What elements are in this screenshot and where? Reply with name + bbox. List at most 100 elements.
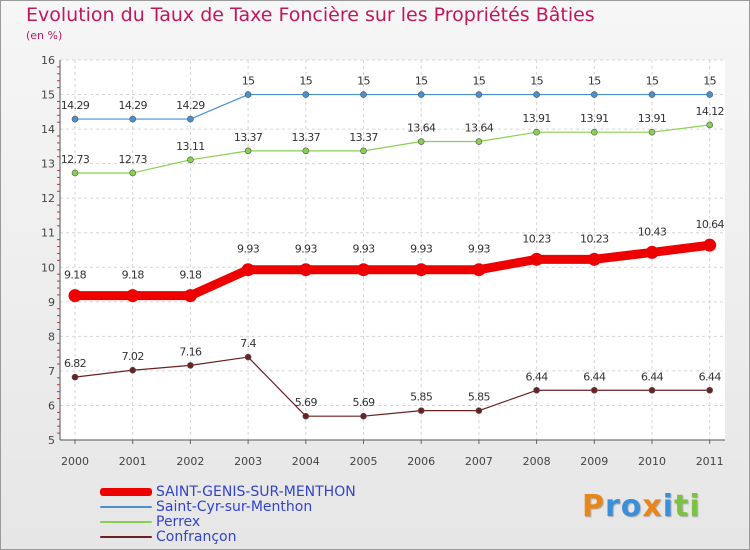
data-label: 13.91 — [522, 112, 551, 125]
logo-letter: r — [605, 489, 621, 524]
data-label: 9.18 — [122, 269, 145, 282]
data-label: 15 — [357, 75, 370, 88]
data-label: 9.93 — [295, 243, 318, 256]
legend-label: Saint-Cyr-sur-Menthon — [156, 498, 313, 515]
data-point — [68, 289, 82, 303]
logo-letter: o — [620, 489, 643, 524]
data-label: 7.02 — [122, 350, 144, 363]
legend-swatch — [100, 487, 152, 496]
data-label: 6.82 — [64, 357, 86, 370]
data-point — [590, 91, 598, 98]
data-point — [187, 362, 194, 369]
data-point — [71, 169, 79, 177]
logo-letter: x — [642, 489, 663, 524]
data-point — [417, 91, 425, 98]
data-point — [587, 252, 601, 266]
data-label: 9.93 — [237, 243, 260, 256]
data-label: 12.73 — [61, 153, 90, 166]
data-label: 6.44 — [526, 370, 549, 383]
data-label: 12.73 — [118, 153, 147, 166]
data-label: 9.93 — [352, 243, 375, 256]
y-tick-label: 16 — [41, 54, 55, 67]
x-tick-label: 2003 — [234, 455, 262, 468]
data-point — [472, 263, 486, 277]
y-tick-label: 11 — [41, 227, 55, 240]
data-point — [129, 169, 136, 177]
data-point — [360, 91, 367, 98]
data-point — [648, 128, 656, 136]
x-tick-label: 2004 — [292, 455, 320, 468]
data-point — [530, 252, 544, 266]
chart-title: Evolution du Taux de Taxe Foncière sur l… — [26, 4, 595, 26]
data-point — [590, 128, 598, 136]
data-point — [71, 373, 79, 381]
data-label: 9.93 — [468, 243, 491, 256]
data-point — [417, 407, 425, 414]
data-label: 13.64 — [407, 122, 436, 135]
data-label: 14.12 — [695, 105, 724, 118]
data-label: 10.23 — [522, 232, 551, 245]
data-label: 13.11 — [176, 140, 205, 153]
series-line — [74, 93, 711, 120]
data-point — [244, 147, 252, 155]
y-tick-label: 13 — [41, 158, 55, 171]
data-label: 13.91 — [580, 112, 609, 125]
data-point — [475, 138, 483, 145]
data-label: 13.37 — [292, 131, 321, 144]
data-label: 6.44 — [641, 370, 664, 383]
data-point — [706, 91, 714, 98]
logo-letter: i — [662, 489, 675, 524]
data-point — [648, 91, 656, 98]
x-tick-label: 2002 — [176, 455, 204, 468]
x-tick-label: 2000 — [61, 455, 89, 468]
data-label: 13.91 — [638, 112, 667, 125]
logo-letter: t — [674, 489, 690, 524]
data-label: 6.44 — [699, 370, 722, 383]
y-tick-label: 15 — [41, 89, 55, 102]
data-label: 14.29 — [118, 99, 147, 112]
data-label: 6.44 — [583, 370, 606, 383]
y-tick-label: 12 — [41, 192, 55, 205]
data-point — [71, 115, 79, 123]
legend-item: Confrançon — [100, 528, 356, 545]
data-point — [244, 91, 252, 98]
data-label: 14.29 — [176, 99, 205, 112]
data-point — [360, 147, 367, 155]
logo-letter: P — [582, 489, 605, 524]
data-label: 13.37 — [349, 131, 378, 144]
data-point — [533, 386, 540, 394]
series-line — [74, 124, 711, 174]
y-tick-label: 7 — [48, 365, 55, 378]
data-point — [648, 386, 656, 394]
data-label: 15 — [472, 75, 485, 88]
data-point — [645, 245, 659, 259]
data-label: 5.85 — [468, 391, 491, 404]
data-label: 5.69 — [352, 396, 375, 409]
data-label: 9.18 — [179, 269, 202, 282]
legend-label: Confrançon — [156, 528, 237, 545]
x-tick-label: 2006 — [407, 455, 435, 468]
data-point — [706, 121, 714, 129]
x-tick-label: 2005 — [350, 455, 378, 468]
data-point — [183, 289, 197, 303]
data-label: 14.29 — [61, 99, 90, 112]
data-point — [302, 147, 310, 155]
data-point — [299, 263, 313, 277]
chart-subtitle: (en %) — [26, 29, 63, 42]
data-label: 10.43 — [638, 225, 667, 238]
data-label: 10.64 — [695, 218, 724, 231]
x-tick-label: 2001 — [119, 455, 147, 468]
data-label: 15 — [415, 75, 428, 88]
legend-item: Saint-Cyr-sur-Menthon — [100, 498, 356, 515]
y-tick-label: 8 — [48, 330, 55, 343]
y-tick-label: 6 — [48, 399, 55, 412]
data-label: 15 — [299, 75, 312, 88]
data-point — [590, 386, 598, 394]
data-point — [129, 366, 136, 374]
data-label: 15 — [703, 75, 716, 88]
legend-swatch — [100, 505, 152, 508]
data-point — [302, 91, 310, 98]
data-point — [475, 91, 483, 98]
data-point — [706, 386, 714, 394]
